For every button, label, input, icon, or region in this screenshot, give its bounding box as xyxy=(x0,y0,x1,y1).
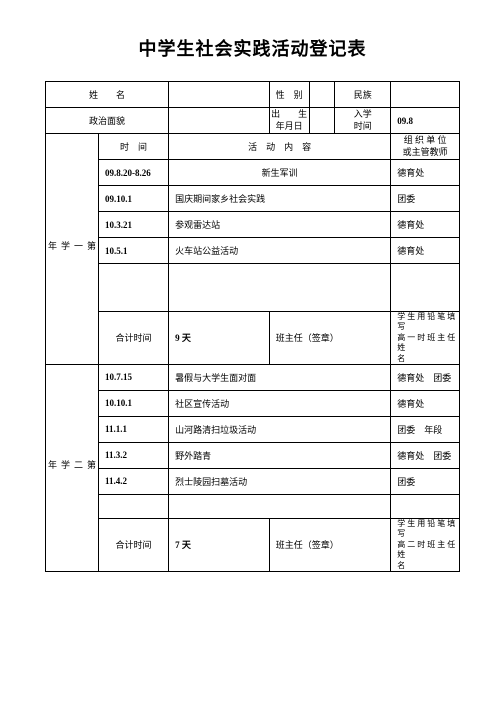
table-row: 团委 xyxy=(391,468,460,494)
ethnic-value xyxy=(391,82,460,108)
sign-label: 班主任（签章） xyxy=(269,518,391,571)
table-row: 11.3.2 xyxy=(99,442,169,468)
political-value xyxy=(169,108,270,134)
table-row: 火车站公益活动 xyxy=(169,238,391,264)
table-row: 团委 xyxy=(391,186,460,212)
table-row: 烈士陵园扫墓活动 xyxy=(169,468,391,494)
table-row: 11.1.1 xyxy=(99,416,169,442)
table-row: 参观雷达站 xyxy=(169,212,391,238)
table-row: 09.8.20-8.26 xyxy=(99,160,169,186)
birth-label: 出 生 年月日 xyxy=(269,108,309,134)
table-row xyxy=(391,264,460,312)
enroll-label: 入学 时间 xyxy=(335,108,391,134)
col-time: 时 间 xyxy=(99,134,169,160)
table-row: 德育处 xyxy=(391,160,460,186)
table-row xyxy=(391,494,460,518)
total-value: 9 天 xyxy=(169,312,270,365)
name-label: 姓 名 xyxy=(46,82,169,108)
table-row: 德育处 xyxy=(391,390,460,416)
table-row: 社区宣传活动 xyxy=(169,390,391,416)
name-value xyxy=(169,82,270,108)
table-row xyxy=(169,264,391,312)
table-row xyxy=(99,494,169,518)
table-row: 国庆期间家乡社会实践 xyxy=(169,186,391,212)
sign-note: 学 生 用 铅 笔 填 写 高 一 时 班 主 任 姓 名 xyxy=(391,312,460,365)
birth-value xyxy=(309,108,335,134)
sign-label: 班主任（签章） xyxy=(269,312,391,365)
enroll-value: 09.8 xyxy=(391,108,460,134)
political-label: 政治面貌 xyxy=(46,108,169,134)
table-row: 10.7.15 xyxy=(99,364,169,390)
col-activity: 活 动 内 容 xyxy=(169,134,391,160)
sign-note: 学 生 用 铅 笔 填 写 高 二 时 班 主 任 姓 名 xyxy=(391,518,460,571)
year2-label: 第 二 学 年 xyxy=(46,364,99,571)
table-row: 团委 年段 xyxy=(391,416,460,442)
total-value: 7 天 xyxy=(169,518,270,571)
table-row: 野外踏青 xyxy=(169,442,391,468)
table-row xyxy=(169,494,391,518)
table-row: 德育处 xyxy=(391,238,460,264)
table-row: 德育处 团委 xyxy=(391,442,460,468)
ethnic-label: 民族 xyxy=(335,82,391,108)
table-row xyxy=(99,264,169,312)
table-row: 11.4.2 xyxy=(99,468,169,494)
total-label: 合计时间 xyxy=(99,312,169,365)
table-row: 新生军训 xyxy=(169,160,391,186)
gender-value xyxy=(309,82,335,108)
table-row: 山河路清扫垃圾活动 xyxy=(169,416,391,442)
table-row: 10.10.1 xyxy=(99,390,169,416)
registration-table: 姓 名 性 别 民族 政治面貌 出 生 年月日 入学 时间 09.8 第 一 学… xyxy=(45,81,460,572)
table-row: 10.5.1 xyxy=(99,238,169,264)
table-row: 德育处 团委 xyxy=(391,364,460,390)
page-title: 中学生社会实践活动登记表 xyxy=(45,35,460,61)
gender-label: 性 别 xyxy=(269,82,309,108)
col-unit: 组 织 单 位 或主管教师 xyxy=(391,134,460,160)
table-row: 09.10.1 xyxy=(99,186,169,212)
table-row: 暑假与大学生面对面 xyxy=(169,364,391,390)
table-row: 德育处 xyxy=(391,212,460,238)
year1-label: 第 一 学 年 xyxy=(46,134,99,365)
total-label: 合计时间 xyxy=(99,518,169,571)
table-row: 10.3.21 xyxy=(99,212,169,238)
